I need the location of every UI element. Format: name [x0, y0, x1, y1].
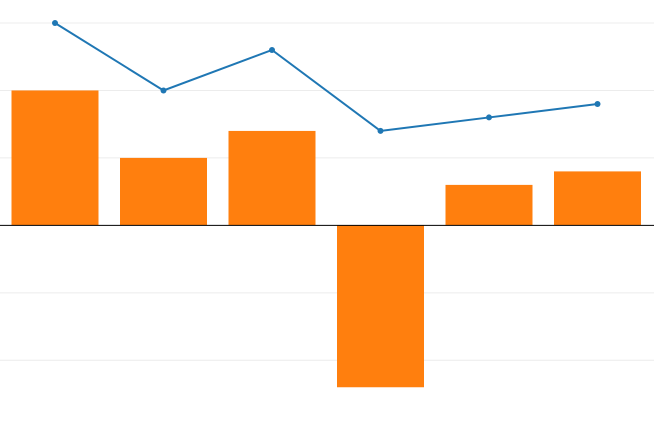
- bar: [337, 225, 424, 388]
- bar: [228, 130, 316, 226]
- bar: [11, 90, 99, 226]
- bar: [554, 171, 641, 226]
- line-point: [160, 87, 167, 94]
- line-series: [52, 20, 601, 134]
- line-point: [377, 127, 384, 134]
- bar: [445, 184, 533, 226]
- line-point: [486, 114, 492, 121]
- line-point: [594, 100, 601, 107]
- line-point: [269, 46, 275, 53]
- bar-series: [11, 90, 641, 388]
- bar: [120, 157, 207, 226]
- gridlines: [0, 22, 654, 361]
- series-line: [54, 22, 598, 132]
- line-point: [52, 20, 58, 26]
